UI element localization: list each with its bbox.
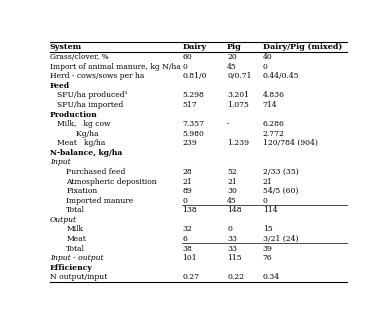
Text: 1.075: 1.075 (227, 101, 249, 109)
Text: 0.27: 0.27 (182, 273, 199, 281)
Text: Total: Total (66, 245, 85, 253)
Text: 21: 21 (182, 178, 192, 186)
Text: 6.286: 6.286 (263, 120, 285, 128)
Text: 76: 76 (263, 254, 272, 262)
Text: Meat: Meat (66, 235, 86, 243)
Text: Import of animal manure, kg N/ha: Import of animal manure, kg N/ha (50, 63, 181, 71)
Text: Imported manure: Imported manure (66, 197, 134, 205)
Text: 517: 517 (182, 101, 197, 109)
Text: 2/33 (35): 2/33 (35) (263, 168, 298, 176)
Text: 0: 0 (263, 63, 268, 71)
Text: 28: 28 (182, 168, 192, 176)
Text: Milk: Milk (66, 225, 83, 233)
Text: Feed: Feed (50, 82, 70, 90)
Text: Efficiency: Efficiency (50, 264, 92, 272)
Text: 5.298: 5.298 (182, 91, 204, 100)
Text: 6: 6 (182, 235, 187, 243)
Text: 33: 33 (227, 235, 237, 243)
Text: 0: 0 (263, 197, 268, 205)
Text: -: - (227, 120, 230, 128)
Text: 1.239: 1.239 (227, 139, 249, 147)
Text: 3/21 (24): 3/21 (24) (263, 235, 298, 243)
Text: 239: 239 (182, 139, 197, 147)
Text: 115: 115 (227, 254, 242, 262)
Text: 0: 0 (182, 197, 187, 205)
Text: 32: 32 (182, 225, 192, 233)
Text: 20: 20 (227, 53, 237, 61)
Text: 2.772: 2.772 (263, 130, 285, 138)
Text: 714: 714 (263, 101, 277, 109)
Text: SFU/ha imported: SFU/ha imported (57, 101, 123, 109)
Text: 0/0.71: 0/0.71 (227, 72, 252, 80)
Text: 5.980: 5.980 (182, 130, 204, 138)
Text: 21: 21 (227, 178, 237, 186)
Text: 101: 101 (182, 254, 197, 262)
Text: System: System (50, 43, 82, 51)
Text: 0.81/0: 0.81/0 (182, 72, 207, 80)
Text: Atmospheric deposition: Atmospheric deposition (66, 178, 157, 186)
Text: 39: 39 (263, 245, 273, 253)
Text: 0.34: 0.34 (263, 273, 280, 281)
Text: 45: 45 (227, 63, 237, 71)
Text: 3.201: 3.201 (227, 91, 249, 100)
Text: Herd - cows/sows per ha: Herd - cows/sows per ha (50, 72, 144, 80)
Text: Kg/ha: Kg/ha (57, 130, 99, 138)
Text: 138: 138 (182, 206, 197, 214)
Text: 89: 89 (182, 187, 192, 195)
Text: 0.44/0.45: 0.44/0.45 (263, 72, 300, 80)
Text: 0: 0 (182, 63, 187, 71)
Text: 38: 38 (182, 245, 192, 253)
Text: Dairy/Pig (mixed): Dairy/Pig (mixed) (263, 43, 342, 51)
Text: Meat   kg/ha: Meat kg/ha (57, 139, 106, 147)
Text: 0: 0 (227, 225, 232, 233)
Text: 60: 60 (182, 53, 192, 61)
Text: Output: Output (50, 216, 77, 224)
Text: 4.836: 4.836 (263, 91, 285, 100)
Text: 114: 114 (263, 206, 277, 214)
Text: Milk,   kg cow: Milk, kg cow (57, 120, 111, 128)
Text: SFU/ha produced¹: SFU/ha produced¹ (57, 91, 128, 100)
Text: Input - output: Input - output (50, 254, 103, 262)
Text: 45: 45 (227, 197, 237, 205)
Text: N-balance, kg/ha: N-balance, kg/ha (50, 149, 122, 157)
Text: 30: 30 (227, 187, 237, 195)
Text: 40: 40 (263, 53, 272, 61)
Text: Grass/clover, %: Grass/clover, % (50, 53, 109, 61)
Text: Total: Total (66, 206, 85, 214)
Text: 0.22: 0.22 (227, 273, 244, 281)
Text: 54/5 (60): 54/5 (60) (263, 187, 298, 195)
Text: Production: Production (50, 110, 98, 118)
Text: N output/input: N output/input (50, 273, 107, 281)
Text: Dairy: Dairy (182, 43, 207, 51)
Text: Fixation: Fixation (66, 187, 98, 195)
Text: 7.357: 7.357 (182, 120, 204, 128)
Text: 148: 148 (227, 206, 242, 214)
Text: 15: 15 (263, 225, 272, 233)
Text: 33: 33 (227, 245, 237, 253)
Text: Pig: Pig (227, 43, 242, 51)
Text: 21: 21 (263, 178, 272, 186)
Text: Purchased feed: Purchased feed (66, 168, 126, 176)
Text: 52: 52 (227, 168, 237, 176)
Text: 120/784 (904): 120/784 (904) (263, 139, 318, 147)
Text: Input: Input (50, 158, 70, 166)
